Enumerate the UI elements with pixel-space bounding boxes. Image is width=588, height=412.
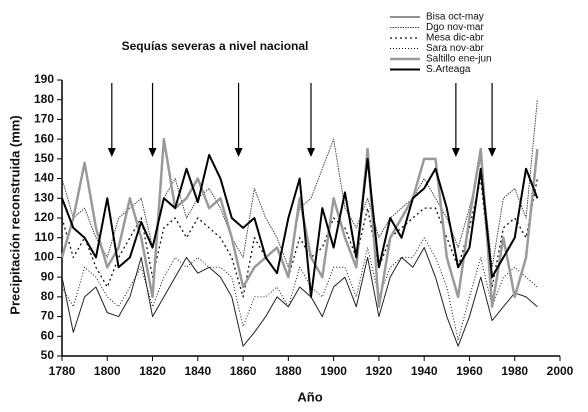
series-line <box>61 153 539 298</box>
legend-label: Bisa oct-may <box>426 12 484 23</box>
x-tick-label: 1880 <box>275 364 302 378</box>
x-tick-label: 1860 <box>230 364 257 378</box>
y-tick-label: 160 <box>34 131 54 145</box>
x-tick-label: 1960 <box>456 364 483 378</box>
series-line <box>60 137 539 308</box>
arrow-head <box>234 148 243 157</box>
x-axis-label: Año <box>297 389 322 404</box>
x-tick-label: 1940 <box>411 364 438 378</box>
series-line <box>61 247 538 347</box>
arrow-head <box>488 148 497 157</box>
arrow-head <box>148 148 157 157</box>
series-line <box>61 99 538 268</box>
x-tick-label: 1800 <box>94 364 121 378</box>
legend-label: Saltillo ene-jun <box>426 54 492 65</box>
series-line <box>61 177 539 298</box>
y-tick-label: 50 <box>41 348 55 362</box>
x-tick-label: 1780 <box>49 364 76 378</box>
x-tick-label: 1980 <box>501 364 528 378</box>
x-tick-label: 2000 <box>547 364 574 378</box>
x-tick-label: 1840 <box>184 364 211 378</box>
y-tick-label: 180 <box>34 92 54 106</box>
y-tick-label: 70 <box>41 309 55 323</box>
y-tick-label: 110 <box>35 230 55 244</box>
chart-title: Sequías severas a nivel nacional <box>122 39 309 53</box>
y-tick-label: 90 <box>41 269 55 283</box>
y-axis-label: Precipitación reconstruida (mm) <box>7 115 22 314</box>
legend-label: S.Arteaga <box>426 64 471 75</box>
y-tick-label: 140 <box>34 171 54 185</box>
x-tick-label: 1920 <box>366 364 393 378</box>
y-tick-label: 100 <box>34 250 54 264</box>
y-tick-label: 130 <box>34 190 54 204</box>
series-line <box>61 237 538 341</box>
y-tick-label: 190 <box>34 72 54 86</box>
legend-label: Mesa dic-abr <box>426 33 484 44</box>
y-tick-label: 80 <box>41 289 55 303</box>
y-tick-label: 60 <box>41 328 55 342</box>
x-tick-label: 1820 <box>139 364 166 378</box>
arrow-head <box>307 148 315 157</box>
arrow-head <box>107 148 116 157</box>
y-tick-label: 150 <box>34 151 54 165</box>
x-tick-label: 1900 <box>320 364 347 378</box>
legend-label: Sara nov-abr <box>426 43 484 54</box>
y-tick-label: 170 <box>34 112 54 126</box>
arrow-head <box>451 148 460 157</box>
y-tick-label: 120 <box>34 210 54 224</box>
legend-label: Dgo nov-mar <box>426 22 484 33</box>
